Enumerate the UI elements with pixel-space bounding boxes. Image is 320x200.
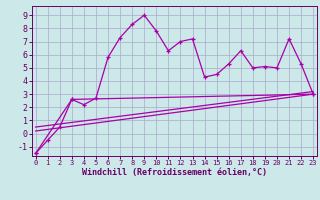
X-axis label: Windchill (Refroidissement éolien,°C): Windchill (Refroidissement éolien,°C) [82,168,267,177]
